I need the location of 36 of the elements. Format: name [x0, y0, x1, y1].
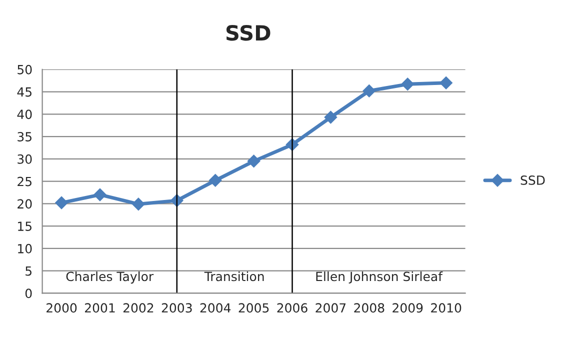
- point: [362, 84, 376, 98]
- x-tick-label: 2009: [392, 303, 423, 313]
- point: [440, 76, 452, 90]
- x-tick-label: 2001: [84, 303, 115, 313]
- x-tick-label: 2004: [200, 303, 231, 313]
- y-tick-label: 45: [17, 87, 32, 97]
- point: [132, 198, 145, 211]
- point: [401, 78, 414, 91]
- y-tick-label: 5: [26, 266, 32, 276]
- point: [324, 110, 338, 124]
- x-tick-label: 2006: [277, 303, 308, 313]
- point: [55, 196, 68, 210]
- point: [94, 188, 106, 202]
- x-tick-label: 2007: [316, 303, 346, 313]
- y-tick-label: 50: [18, 64, 32, 74]
- y-tick-label: 20: [18, 199, 32, 209]
- y-tick-label: 0: [25, 288, 32, 298]
- annotation: Transition: [204, 272, 264, 282]
- annotation: Charles Taylor: [66, 272, 154, 284]
- x-tick-label: 2010: [431, 303, 462, 313]
- y-tick-label: 25: [18, 176, 32, 186]
- x-tick-label: 2002: [123, 303, 154, 313]
- x-tick-label: 2008: [354, 303, 384, 313]
- x-tick-label: 2005: [238, 303, 269, 313]
- x-tick-label: 2003: [162, 303, 192, 313]
- x-tick-label: 2000: [46, 303, 77, 313]
- legend-label: SSD: [520, 175, 545, 185]
- chart-title: SSD: [226, 24, 270, 41]
- y-tick-label: 35: [18, 132, 32, 142]
- annotation: Ellen Johnson Sirleaf: [316, 272, 443, 284]
- y-tick-label: 15: [18, 222, 32, 231]
- y-tick-label: 30: [18, 154, 32, 164]
- y-tick-label: 40: [17, 110, 32, 120]
- point: [247, 154, 260, 168]
- y-tick-label: 10: [18, 244, 32, 254]
- point: [208, 174, 222, 187]
